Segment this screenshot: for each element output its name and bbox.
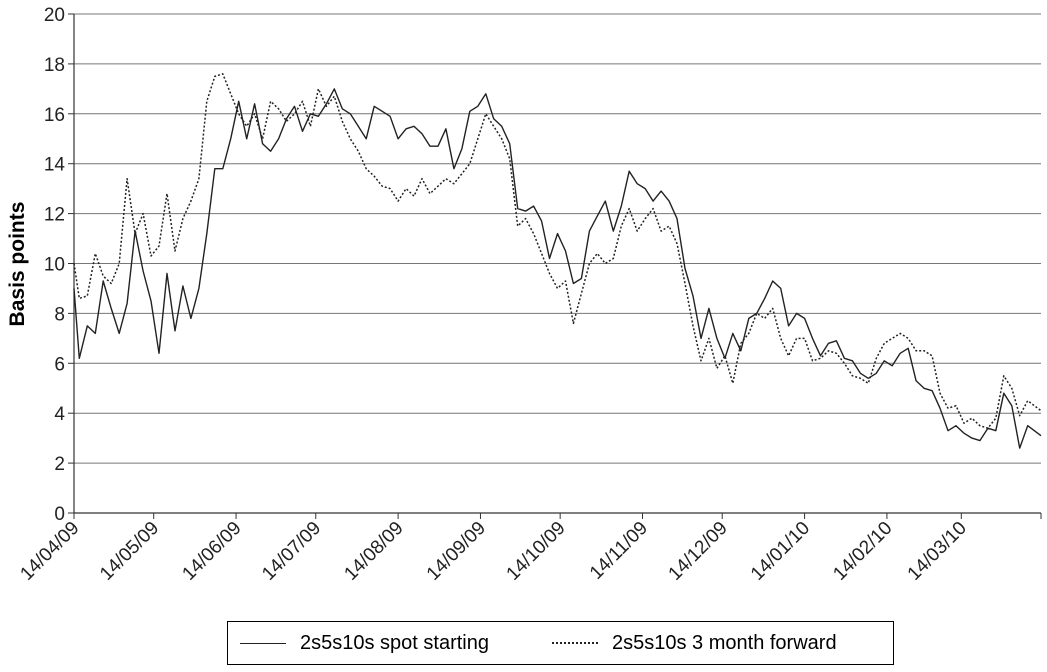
series-line-three-month-forward (73, 73, 1042, 429)
x-tick-label-9: 14/01/10 (747, 518, 814, 585)
y-axis-label: Basis points (6, 202, 29, 327)
y-tick-label-14: 14 (44, 155, 66, 176)
series-line-spot-starting (73, 88, 1042, 449)
legend-swatch-solid (240, 642, 286, 644)
y-tick-label-2: 2 (54, 454, 65, 475)
y-tick-label-18: 18 (44, 55, 65, 76)
legend: 2s5s10s spot starting 2s5s10s 3 month fo… (227, 621, 894, 665)
x-tick-label-8: 14/12/09 (665, 518, 732, 585)
x-tick-label-1: 14/05/09 (96, 518, 163, 585)
x-tick-label-11: 14/03/10 (904, 518, 971, 585)
x-tick-label-10: 14/02/10 (829, 518, 896, 585)
x-tick-label-5: 14/09/09 (423, 518, 490, 585)
legend-label-forward: 2s5s10s 3 month forward (612, 631, 837, 654)
x-tick-label-4: 14/08/09 (340, 518, 407, 585)
y-tick-label-10: 10 (44, 255, 65, 276)
y-tick-label-12: 12 (44, 205, 65, 226)
x-tick-label-6: 14/10/09 (503, 518, 570, 585)
y-tick-label-0: 0 (54, 504, 65, 525)
gridlines (74, 13, 1041, 514)
y-tick-label-20: 20 (44, 5, 65, 26)
legend-swatch-dotted (552, 642, 598, 644)
series-lines (73, 73, 1042, 449)
legend-item-forward: 2s5s10s 3 month forward (552, 622, 837, 664)
x-tick-label-3: 14/07/09 (258, 518, 325, 585)
y-tick-label-6: 6 (54, 354, 65, 375)
x-tick-label-2: 14/06/09 (178, 518, 245, 585)
y-tick-label-8: 8 (54, 304, 65, 325)
legend-item-spot: 2s5s10s spot starting (240, 622, 489, 664)
y-tick-label-4: 4 (54, 404, 65, 425)
x-tick-label-0: 14/04/09 (16, 518, 83, 585)
legend-label-spot: 2s5s10s spot starting (300, 631, 489, 654)
y-tick-label-16: 16 (44, 105, 65, 126)
x-tick-label-7: 14/11/09 (586, 518, 652, 584)
